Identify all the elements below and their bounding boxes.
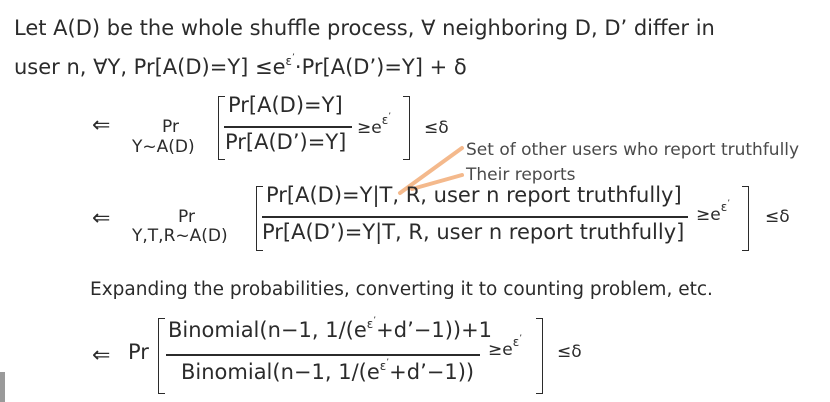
step3-le: ≤δ xyxy=(557,342,582,362)
step2-right-bracket xyxy=(742,186,749,251)
step3-den-exponent: ε xyxy=(379,359,387,373)
implied-by-arrow-3: ⇐ xyxy=(92,343,111,368)
step2-pr-subscript: Y,T,R~A(D) xyxy=(132,226,228,246)
step1-ge: ≥eε’ xyxy=(357,112,391,138)
intro-line-2-tail: ·Pr[A(D’)=Y] + δ xyxy=(294,55,467,79)
intro-exponent: ε xyxy=(285,54,293,68)
step3-fraction-bar xyxy=(166,354,480,356)
step1-left-bracket xyxy=(218,96,225,160)
step2-le: ≤δ xyxy=(765,207,790,227)
step1-le: ≤δ xyxy=(424,118,449,138)
annotation-their-reports: Their reports xyxy=(466,165,576,185)
step3-right-bracket xyxy=(536,318,543,394)
left-edge-marker xyxy=(0,372,5,402)
step2-denominator: Pr[A(D’)=Y|T, R, user n report truthfull… xyxy=(262,220,685,244)
step2-exponent-prime: ’ xyxy=(727,199,731,209)
step1-denominator: Pr[A(D’)=Y] xyxy=(225,130,347,154)
intro-line-1: Let A(D) be the whole shuffle process, ∀… xyxy=(14,16,715,40)
step3-num-a: Binomial(n−1, 1/(e xyxy=(168,318,367,342)
step3-denominator: Binomial(n−1, 1/(eε’+d’−1)) xyxy=(181,358,475,384)
step3-den-b: +d’−1)) xyxy=(389,360,475,384)
step2-ge-text: ≥e xyxy=(696,205,721,225)
step3-ge-text: ≥e xyxy=(488,340,513,360)
step1-right-bracket xyxy=(403,96,410,160)
step3-ge: ≥eε’ xyxy=(488,334,522,360)
step1-numerator: Pr[A(D)=Y] xyxy=(228,93,343,117)
step3-num-exponent-prime: ’ xyxy=(373,316,377,326)
step1-fraction-bar xyxy=(224,126,352,128)
annotation-other-users: Set of other users who report truthfully xyxy=(466,140,800,160)
pointer-line-to-t xyxy=(398,146,464,195)
step1-pr-subscript: Y~A(D) xyxy=(132,137,195,157)
step1-pr: Pr xyxy=(162,117,179,137)
step2-exponent: ε xyxy=(720,200,728,214)
step3-num-b: +d’−1))+1 xyxy=(376,318,493,342)
step3-num-exponent: ε xyxy=(366,317,374,331)
step2-left-bracket xyxy=(256,186,263,251)
expanding-text: Expanding the probabilities, converting … xyxy=(90,279,713,300)
intro-exponent-prime: ’ xyxy=(292,53,295,63)
step3-pr: Pr xyxy=(128,340,149,364)
implied-by-arrow-2: ⇐ xyxy=(92,206,111,231)
step3-den-exponent-prime: ’ xyxy=(386,358,390,368)
step3-numerator: Binomial(n−1, 1/(eε’+d’−1))+1 xyxy=(168,316,493,342)
step2-numerator: Pr[A(D)=Y|T, R, user n report truthfully… xyxy=(266,183,682,207)
step3-exponent: ε xyxy=(512,335,520,349)
step2-ge: ≥eε’ xyxy=(696,199,730,225)
step2-fraction-bar xyxy=(262,216,688,218)
intro-line-2: user n, ∀Y, Pr[A(D)=Y] ≤eε’·Pr[A(D’)=Y] … xyxy=(14,53,467,79)
implied-by-arrow-1: ⇐ xyxy=(92,113,111,138)
step1-exponent-prime: ’ xyxy=(388,112,392,122)
step3-exponent-prime: ’ xyxy=(519,334,523,344)
step2-pr: Pr xyxy=(178,207,195,227)
step3-den-a: Binomial(n−1, 1/(e xyxy=(181,360,380,384)
step1-ge-text: ≥e xyxy=(357,118,382,138)
step3-left-bracket xyxy=(158,318,165,394)
intro-line-2-main: user n, ∀Y, Pr[A(D)=Y] ≤e xyxy=(14,55,286,79)
pointer-line-to-r xyxy=(410,173,464,191)
step1-exponent: ε xyxy=(381,113,389,127)
